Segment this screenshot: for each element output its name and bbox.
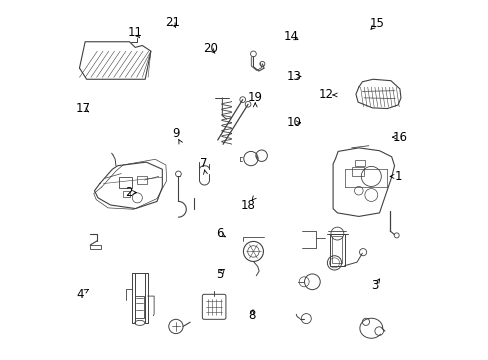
Text: 17: 17: [75, 102, 90, 115]
Bar: [137, 176, 147, 184]
Text: 1: 1: [393, 170, 401, 183]
Bar: [354, 160, 364, 166]
Text: 20: 20: [203, 42, 218, 55]
Bar: [135, 296, 144, 318]
Text: 11: 11: [128, 26, 143, 39]
Text: 4: 4: [76, 288, 84, 301]
Text: 2: 2: [124, 186, 132, 199]
Text: 14: 14: [283, 30, 298, 43]
Text: 3: 3: [370, 279, 378, 292]
Text: 7: 7: [199, 157, 207, 170]
Text: 9: 9: [171, 127, 179, 140]
Bar: [123, 191, 130, 197]
Bar: [90, 245, 101, 249]
Text: 19: 19: [247, 91, 262, 104]
Text: 5: 5: [215, 268, 223, 281]
Bar: [119, 177, 132, 188]
Text: 12: 12: [319, 89, 333, 102]
Text: 16: 16: [391, 131, 407, 144]
Bar: [329, 234, 344, 266]
Text: 15: 15: [368, 17, 384, 30]
Text: 18: 18: [240, 198, 255, 212]
Text: 13: 13: [286, 70, 301, 83]
Text: 10: 10: [286, 116, 301, 129]
Text: 6: 6: [215, 227, 223, 240]
Bar: [332, 236, 342, 263]
Bar: [351, 167, 364, 176]
Text: 8: 8: [247, 309, 255, 322]
Text: 21: 21: [164, 15, 180, 28]
